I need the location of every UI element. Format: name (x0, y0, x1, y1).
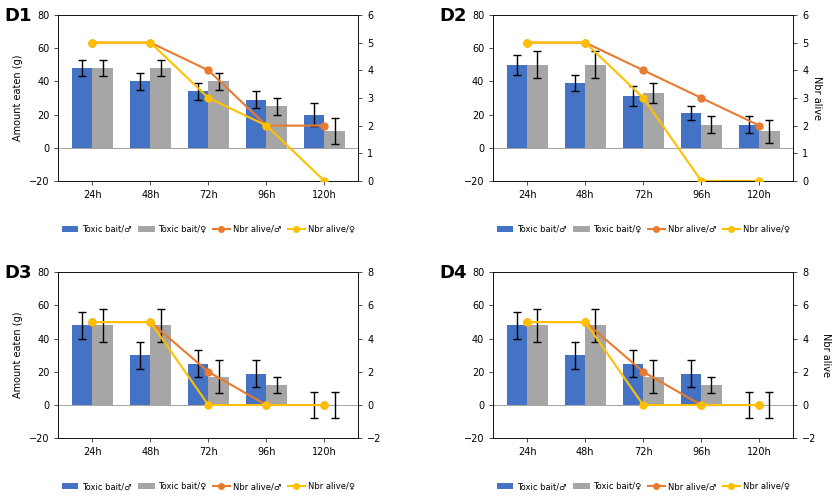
Bar (130, 81, 150, 148)
Bar (72, 68, 93, 148)
Y-axis label: Amount eaten (g): Amount eaten (g) (13, 312, 23, 398)
Bar (246, 374, 266, 405)
Bar (585, 325, 605, 405)
Bar (739, 124, 759, 148)
Bar (623, 96, 643, 148)
Bar (304, 115, 325, 148)
Bar (565, 83, 585, 148)
Text: D4: D4 (439, 264, 467, 282)
Y-axis label: Nbr alive: Nbr alive (821, 333, 831, 377)
Bar (527, 325, 548, 405)
Bar (681, 113, 701, 148)
Bar (130, 355, 150, 405)
Bar (150, 68, 170, 148)
Bar (72, 325, 93, 405)
Bar (759, 131, 780, 148)
Bar (246, 100, 266, 148)
Bar (527, 65, 548, 148)
Legend: Toxic bait/♂, Toxic bait/♀, Nbr alive/♂, Nbr alive/♀: Toxic bait/♂, Toxic bait/♀, Nbr alive/♂,… (493, 222, 793, 237)
Text: D1: D1 (4, 6, 32, 24)
Bar (681, 374, 701, 405)
Bar (507, 325, 527, 405)
Text: D2: D2 (439, 6, 467, 24)
Y-axis label: Amount eaten (g): Amount eaten (g) (13, 55, 23, 141)
Bar (266, 106, 286, 148)
Y-axis label: Nbr alive: Nbr alive (812, 76, 822, 120)
Bar (565, 355, 585, 405)
Bar (188, 364, 209, 405)
Legend: Toxic bait/♂, Toxic bait/♀, Nbr alive/♂, Nbr alive/♀: Toxic bait/♂, Toxic bait/♀, Nbr alive/♂,… (58, 479, 358, 495)
Bar (188, 91, 209, 148)
Bar (643, 377, 664, 405)
Bar (701, 385, 721, 405)
Bar (93, 68, 113, 148)
Text: D3: D3 (4, 264, 32, 282)
Bar (507, 65, 527, 148)
Bar (150, 325, 170, 405)
Bar (209, 81, 229, 148)
Bar (266, 385, 286, 405)
Bar (623, 364, 643, 405)
Bar (325, 131, 345, 148)
Bar (93, 325, 113, 405)
Bar (209, 377, 229, 405)
Bar (701, 124, 721, 148)
Legend: Toxic bait/♂, Toxic bait/♀, Nbr alive/♂, Nbr alive/♀: Toxic bait/♂, Toxic bait/♀, Nbr alive/♂,… (493, 479, 793, 495)
Bar (585, 65, 605, 148)
Bar (643, 93, 664, 148)
Legend: Toxic bait/♂, Toxic bait/♀, Nbr alive/♂, Nbr alive/♀: Toxic bait/♂, Toxic bait/♀, Nbr alive/♂,… (58, 222, 358, 237)
